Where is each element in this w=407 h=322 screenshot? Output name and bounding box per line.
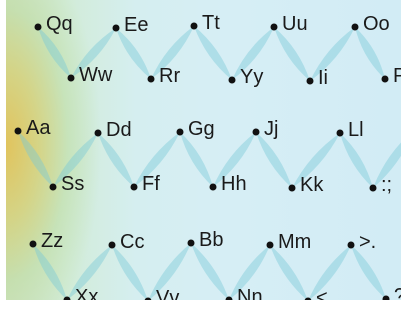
petal-shape bbox=[274, 27, 310, 81]
key-dot bbox=[288, 184, 296, 192]
key-label: Ll bbox=[348, 119, 364, 141]
key-label: Xx bbox=[75, 286, 99, 300]
key-dot bbox=[67, 74, 75, 82]
key-label: Mm bbox=[278, 231, 312, 253]
petal-shape bbox=[229, 245, 270, 300]
key-dot bbox=[304, 297, 312, 300]
key-dot bbox=[14, 127, 22, 135]
key-label: Ee bbox=[124, 14, 149, 36]
key-dot bbox=[369, 184, 377, 192]
key-dot bbox=[187, 239, 195, 247]
key-dot bbox=[382, 295, 390, 300]
petal-shape bbox=[116, 28, 151, 79]
petal-shape bbox=[340, 133, 373, 188]
key-dot bbox=[112, 24, 120, 32]
key-label: Ff bbox=[142, 173, 160, 195]
key-label: Qq bbox=[46, 13, 73, 35]
bottom-margin bbox=[0, 302, 407, 322]
key-dot bbox=[270, 23, 278, 31]
key-dot bbox=[351, 23, 359, 31]
key-dot bbox=[147, 75, 155, 83]
key-dot bbox=[252, 128, 260, 136]
petal-shape bbox=[351, 245, 386, 299]
key-label: Gg bbox=[188, 118, 215, 140]
key-dot bbox=[381, 75, 389, 83]
petal-shape bbox=[112, 245, 148, 300]
petal-shape bbox=[270, 245, 308, 300]
petal-shape bbox=[67, 245, 112, 300]
petal-shape bbox=[355, 27, 385, 79]
key-dot bbox=[306, 77, 314, 85]
key-label: Pp bbox=[393, 65, 401, 87]
key-label: Nn bbox=[237, 286, 263, 300]
petal-shape bbox=[38, 27, 71, 78]
key-dot bbox=[29, 240, 37, 248]
petal-shape bbox=[98, 133, 134, 187]
key-dot bbox=[336, 129, 344, 137]
key-label: Dd bbox=[106, 119, 132, 141]
key-label: Tt bbox=[202, 12, 220, 34]
key-label: Cc bbox=[120, 231, 145, 253]
petal-shape bbox=[71, 28, 116, 78]
key-dot bbox=[347, 241, 355, 249]
key-label: <, bbox=[316, 287, 334, 300]
key-label: Aa bbox=[26, 117, 51, 139]
petal-shape bbox=[310, 27, 355, 81]
petal-shape bbox=[256, 132, 292, 188]
key-label: Oo bbox=[363, 13, 390, 35]
petal-shape bbox=[213, 132, 256, 187]
petal-shape bbox=[180, 132, 213, 187]
key-label: Uu bbox=[282, 13, 308, 35]
petal-shape bbox=[292, 133, 340, 188]
key-dot bbox=[209, 183, 217, 191]
key-label: ?/ bbox=[394, 286, 401, 300]
petal-shape bbox=[308, 245, 351, 300]
key-dot bbox=[49, 183, 57, 191]
petal-shape bbox=[33, 244, 67, 300]
petal-shape bbox=[232, 27, 274, 80]
petal-shape bbox=[373, 142, 401, 188]
key-dot bbox=[130, 183, 138, 191]
key-label: Ww bbox=[79, 64, 113, 86]
key-chart-panel: QqEeTtUuOoWwRrYyIiPpAaDdGgJjLl"'SsFfHhKk… bbox=[6, 0, 401, 300]
key-dot bbox=[144, 297, 152, 300]
key-label: :; bbox=[381, 174, 393, 196]
petal-shape bbox=[18, 131, 53, 187]
key-dot bbox=[34, 23, 42, 31]
key-dot bbox=[108, 241, 116, 249]
key-label: Ii bbox=[318, 67, 328, 89]
key-label: Bb bbox=[199, 229, 224, 251]
key-label: Yy bbox=[240, 66, 264, 88]
key-dot bbox=[176, 128, 184, 136]
key-label: Jj bbox=[264, 118, 279, 140]
key-dot bbox=[225, 296, 233, 300]
key-dot bbox=[266, 241, 274, 249]
petal-shape bbox=[194, 26, 232, 80]
petal-shape bbox=[148, 243, 191, 300]
key-label: Ss bbox=[61, 173, 85, 195]
key-label: Kk bbox=[300, 174, 324, 196]
petal-shape bbox=[191, 243, 229, 300]
key-dot bbox=[228, 76, 236, 84]
key-label: Hh bbox=[221, 173, 247, 195]
petal-shape bbox=[134, 132, 180, 187]
key-label: >. bbox=[359, 231, 377, 253]
petal-decoration bbox=[18, 26, 401, 300]
key-label: Zz bbox=[41, 230, 64, 252]
key-label: Vv bbox=[156, 287, 180, 300]
petal-shape bbox=[53, 133, 98, 187]
key-dot bbox=[63, 296, 71, 300]
petal-shape bbox=[151, 26, 194, 79]
key-dot bbox=[190, 22, 198, 30]
key-dot bbox=[94, 129, 102, 137]
key-label: Rr bbox=[159, 65, 181, 87]
